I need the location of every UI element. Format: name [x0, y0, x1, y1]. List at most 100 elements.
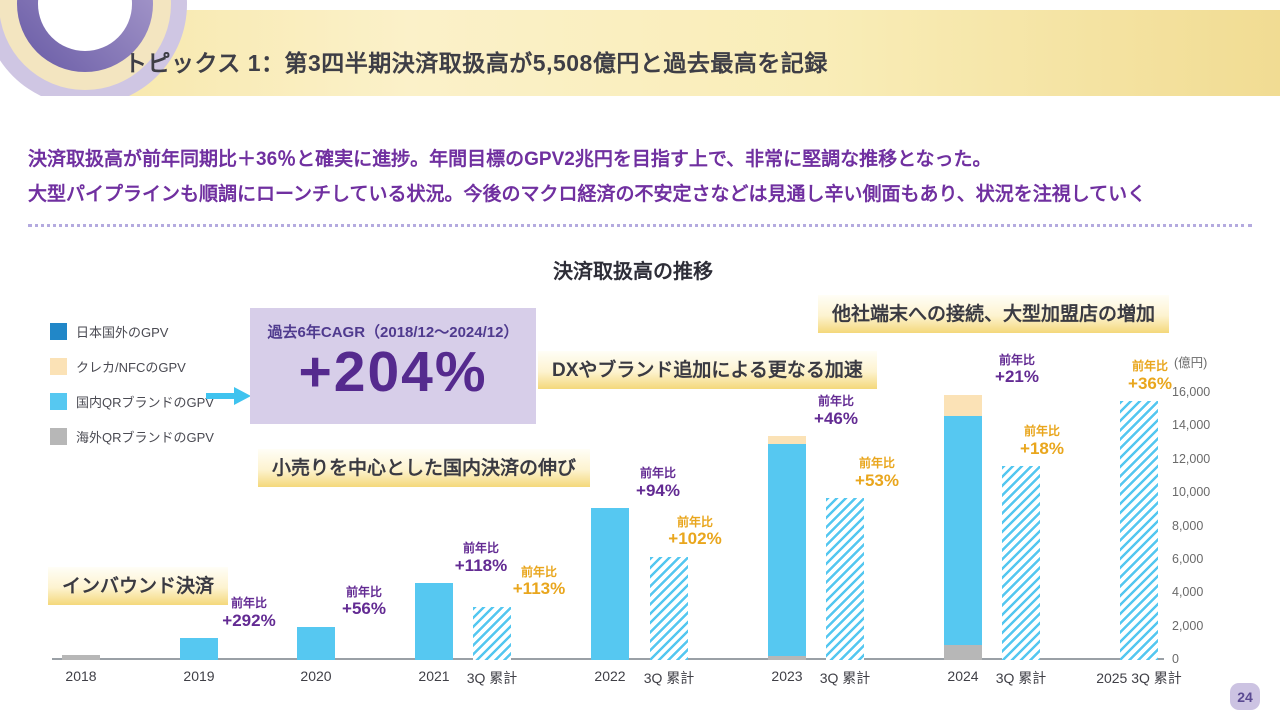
bar-segment [297, 626, 335, 660]
yoy-label: 前年比 +102% [647, 515, 743, 550]
yoy-value: +36% [1128, 373, 1172, 393]
dotted-divider [28, 224, 1252, 227]
legend-item: 海外QRブランドのGPV [50, 419, 214, 454]
bar [180, 638, 218, 660]
legend-item-label: クレカ/NFCのGPV [76, 360, 186, 375]
yoy-label: 前年比 +292% [201, 596, 297, 631]
legend-item-label: 国内QRブランドのGPV [76, 395, 214, 410]
yoy-value: +18% [1020, 438, 1064, 458]
header-banner [70, 10, 1280, 96]
crescent-logo-icon [0, 0, 187, 96]
yoy-caption: 前年比 [1023, 424, 1060, 439]
yoy-label: 前年比 +113% [491, 565, 587, 600]
bar [826, 498, 864, 660]
cagr-caption: 過去6年CAGR（2018/12〜2024/12） [267, 324, 519, 341]
x-axis-label: 2022 [594, 668, 626, 684]
bar-segment [944, 644, 982, 660]
x-axis-label: 3Q 累計 [466, 670, 518, 686]
yoy-label: 前年比 +53% [829, 456, 925, 491]
x-axis-label: 2025 3Q 累計 [1096, 670, 1182, 686]
bar-segment [180, 638, 218, 660]
y-axis-tick-label: 4,000 [1172, 585, 1204, 600]
page-title: トピックス 1：第3四半期決済取扱高が5,508億円と過去最高を記録 [124, 50, 828, 76]
yoy-value: +46% [814, 408, 858, 428]
unit-label: (億円) [1174, 356, 1208, 370]
bar-segment [473, 606, 511, 660]
yoy-caption: 前年比 [639, 466, 676, 481]
yoy-label: 前年比 +56% [316, 585, 412, 620]
yoy-caption: 前年比 [1131, 359, 1168, 374]
bar-segment [62, 654, 100, 660]
yoy-caption: 前年比 [345, 584, 382, 599]
x-axis-label: 2021 [418, 668, 450, 684]
y-axis-tick-label: 8,000 [1172, 518, 1204, 533]
y-axis-tick-label: 0 [1172, 652, 1179, 666]
yoy-caption: 前年比 [230, 596, 267, 611]
callout-terminals: 他社端末への接続、大型加盟店の増加 [818, 295, 1170, 333]
bar [1120, 401, 1158, 660]
x-axis-label: 2019 [183, 668, 215, 684]
yoy-caption: 前年比 [462, 541, 499, 556]
x-axis-label: 3Q 累計 [995, 670, 1047, 686]
callout-inbound: インバウンド決済 [48, 567, 229, 605]
callout-dx: DXやブランド追加による更なる加速 [538, 351, 877, 389]
cagr-box: 過去6年CAGR（2018/12〜2024/12） +204% [250, 308, 536, 424]
legend-swatch [50, 323, 67, 340]
bar-segment [650, 556, 688, 660]
bar [768, 436, 806, 660]
bar [62, 654, 100, 660]
yoy-label: 前年比 +18% [994, 424, 1090, 459]
x-axis-label: 2018 [65, 668, 97, 684]
yoy-label: 前年比 +46% [788, 394, 884, 429]
lead-line-1: 決済取扱高が前年同期比＋36％と確実に進捗。年間目標のGPV2兆円を目指す上で、… [28, 149, 992, 170]
bar-segment [1120, 401, 1158, 660]
y-axis-tick-label: 10,000 [1172, 485, 1211, 500]
bar-segment [944, 394, 982, 417]
legend-item-label: 海外QRブランドのGPV [76, 430, 214, 445]
page-number-badge: 24 [1230, 683, 1260, 710]
bar [1002, 466, 1040, 660]
y-axis-tick-label: 6,000 [1172, 551, 1204, 566]
bar-segment [1002, 466, 1040, 660]
yoy-label: 前年比 +118% [433, 541, 529, 576]
bar-segment [768, 655, 806, 660]
bar-segment [591, 508, 629, 660]
x-axis-label: 2024 [947, 668, 979, 684]
legend: 日本国外のGPV クレカ/NFCのGPV 国内QRブランドのGPV 海外QRブランドの… [50, 314, 214, 454]
bar-segment [768, 443, 806, 656]
chart-title: 決済取扱高の推移 [553, 261, 713, 283]
arrow-right-icon [206, 387, 251, 405]
yoy-value: +21% [995, 367, 1039, 387]
bar [415, 583, 453, 660]
x-axis-label: 3Q 累計 [819, 670, 871, 686]
yoy-value: +53% [855, 470, 899, 490]
x-axis-label: 2023 [771, 668, 803, 684]
y-axis-tick-label: 2,000 [1172, 618, 1204, 633]
lead-line-2: 大型パイプラインも順調にローンチしている状況。今後のマクロ経済の不安定さなどは見… [28, 184, 1147, 205]
yoy-caption: 前年比 [520, 564, 557, 579]
x-axis-label: 3Q 累計 [643, 670, 695, 686]
bar [297, 626, 335, 660]
bar [591, 508, 629, 660]
y-axis-tick-label: 12,000 [1172, 451, 1211, 466]
yoy-value: +56% [342, 599, 386, 619]
yoy-value: +113% [512, 578, 566, 598]
yoy-value: +102% [668, 528, 722, 548]
yoy-label: 前年比 +36% [1102, 359, 1198, 394]
legend-swatch [50, 358, 67, 375]
yoy-label: 前年比 +21% [969, 353, 1065, 388]
bar [473, 606, 511, 660]
legend-item: クレカ/NFCのGPV [50, 349, 214, 384]
legend-swatch [50, 393, 67, 410]
bar [944, 394, 982, 660]
yoy-caption: 前年比 [998, 352, 1035, 367]
bar-segment [415, 583, 453, 660]
lead-paragraph: 決済取扱高が前年同期比＋36％と確実に進捗。年間目標のGPV2兆円を目指す上で、… [28, 142, 1146, 212]
bar [650, 556, 688, 660]
yoy-value: +94% [636, 480, 680, 500]
yoy-value: +118% [454, 555, 508, 575]
yoy-caption: 前年比 [858, 456, 895, 471]
legend-item: 国内QRブランドのGPV [50, 384, 214, 419]
